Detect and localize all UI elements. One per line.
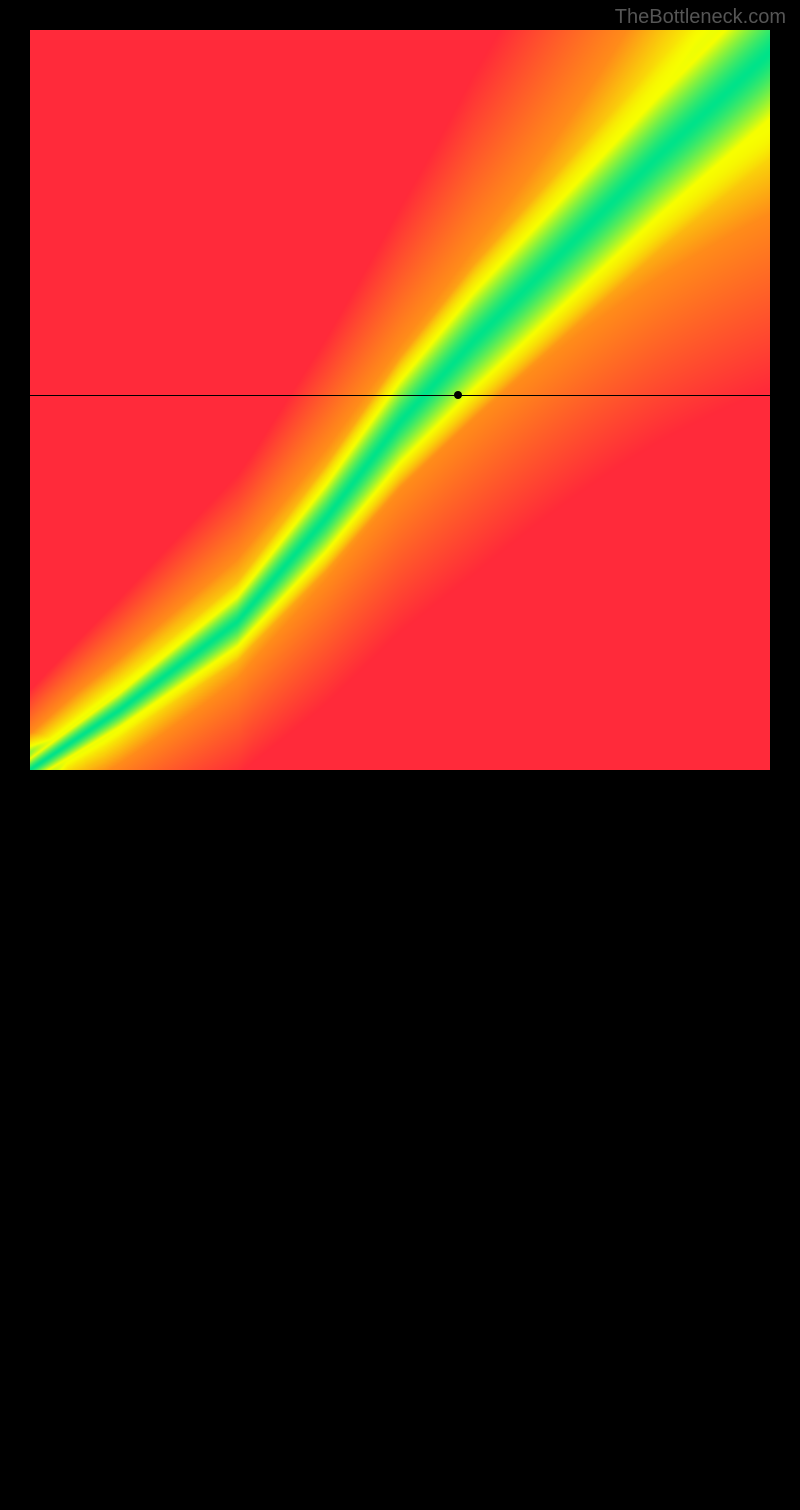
crosshair-horizontal [30, 395, 770, 396]
plot-area [30, 30, 770, 770]
watermark-text: TheBottleneck.com [615, 6, 786, 29]
crosshair-vertical [458, 770, 459, 1510]
heatmap-canvas [30, 30, 770, 770]
data-point-marker [454, 391, 462, 399]
